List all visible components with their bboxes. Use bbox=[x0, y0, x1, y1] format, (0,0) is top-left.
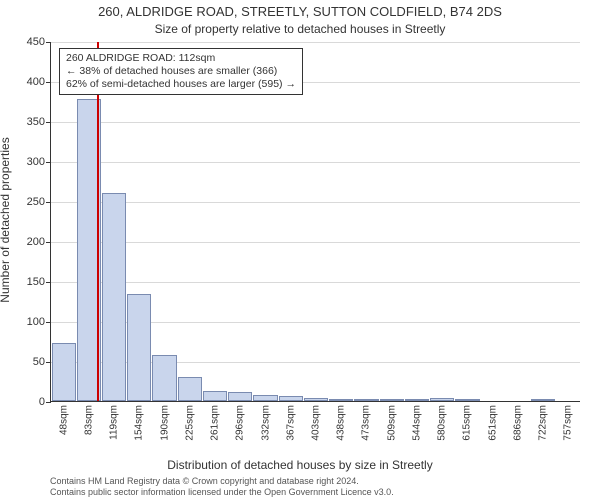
ytick-label: 400 bbox=[27, 76, 45, 88]
histogram-bar bbox=[52, 343, 76, 401]
ytick-label: 150 bbox=[27, 276, 45, 288]
gridline bbox=[51, 122, 580, 123]
xtick-label: 83sqm bbox=[83, 405, 94, 435]
gridline bbox=[51, 202, 580, 203]
xtick-label: 473sqm bbox=[361, 405, 372, 441]
ytick-mark bbox=[46, 282, 51, 283]
x-axis-label: Distribution of detached houses by size … bbox=[0, 458, 600, 472]
ytick-mark bbox=[46, 122, 51, 123]
histogram-bar bbox=[354, 399, 378, 401]
annotation-box: 260 ALDRIDGE ROAD: 112sqm← 38% of detach… bbox=[59, 48, 303, 95]
xtick-label: 296sqm bbox=[235, 405, 246, 441]
xtick-label: 225sqm bbox=[184, 405, 195, 441]
ytick-mark bbox=[46, 202, 51, 203]
xtick-label: 757sqm bbox=[563, 405, 574, 441]
histogram-bar bbox=[102, 193, 126, 401]
xtick-label: 119sqm bbox=[109, 405, 120, 440]
ytick-label: 300 bbox=[27, 156, 45, 168]
xtick-label: 509sqm bbox=[386, 405, 397, 441]
ytick-label: 50 bbox=[33, 356, 45, 368]
footer-line-2: Contains public sector information licen… bbox=[50, 487, 600, 498]
histogram-bar bbox=[253, 395, 277, 401]
footer-line-1: Contains HM Land Registry data © Crown c… bbox=[50, 476, 600, 487]
histogram-bar bbox=[380, 399, 404, 401]
histogram-bar bbox=[430, 398, 454, 401]
ytick-label: 100 bbox=[27, 316, 45, 328]
ytick-mark bbox=[46, 242, 51, 243]
xtick-label: 722sqm bbox=[538, 405, 549, 441]
ytick-label: 200 bbox=[27, 236, 45, 248]
gridline bbox=[51, 242, 580, 243]
histogram-bar bbox=[127, 294, 151, 401]
histogram-chart: 260, ALDRIDGE ROAD, STREETLY, SUTTON COL… bbox=[0, 0, 600, 500]
histogram-bar bbox=[228, 392, 252, 401]
ytick-mark bbox=[46, 82, 51, 83]
gridline bbox=[51, 42, 580, 43]
xtick-label: 580sqm bbox=[437, 405, 448, 441]
annotation-line-2: ← 38% of detached houses are smaller (36… bbox=[66, 65, 296, 78]
ytick-mark bbox=[46, 402, 51, 403]
gridline bbox=[51, 162, 580, 163]
histogram-bar bbox=[531, 399, 555, 401]
histogram-bar bbox=[329, 399, 353, 401]
annotation-line-3: 62% of semi-detached houses are larger (… bbox=[66, 78, 296, 91]
footer-attribution: Contains HM Land Registry data © Crown c… bbox=[0, 476, 600, 498]
xtick-label: 154sqm bbox=[134, 405, 145, 441]
y-axis-label: Number of detached properties bbox=[0, 55, 12, 220]
xtick-label: 438sqm bbox=[336, 405, 347, 441]
chart-title-main: 260, ALDRIDGE ROAD, STREETLY, SUTTON COL… bbox=[0, 4, 600, 19]
ytick-mark bbox=[46, 362, 51, 363]
xtick-label: 651sqm bbox=[487, 405, 498, 441]
histogram-bar bbox=[203, 391, 227, 401]
ytick-mark bbox=[46, 162, 51, 163]
histogram-bar bbox=[405, 399, 429, 401]
ytick-label: 250 bbox=[27, 196, 45, 208]
ytick-mark bbox=[46, 42, 51, 43]
histogram-bar bbox=[455, 399, 479, 401]
gridline bbox=[51, 282, 580, 283]
xtick-label: 48sqm bbox=[58, 405, 69, 435]
histogram-bar bbox=[178, 377, 202, 401]
xtick-label: 190sqm bbox=[159, 405, 170, 441]
xtick-label: 544sqm bbox=[411, 405, 422, 441]
xtick-label: 403sqm bbox=[311, 405, 322, 441]
histogram-bar bbox=[152, 355, 176, 401]
ytick-label: 350 bbox=[27, 116, 45, 128]
xtick-label: 332sqm bbox=[260, 405, 271, 441]
xtick-label: 367sqm bbox=[285, 405, 296, 441]
histogram-bar bbox=[304, 398, 328, 401]
ytick-label: 450 bbox=[27, 36, 45, 48]
xtick-label: 261sqm bbox=[210, 405, 221, 441]
histogram-bar bbox=[279, 396, 303, 401]
xtick-label: 686sqm bbox=[512, 405, 523, 441]
plot-area: 05010015020025030035040045048sqm83sqm119… bbox=[50, 42, 580, 402]
chart-title-sub: Size of property relative to detached ho… bbox=[0, 22, 600, 36]
property-marker-line bbox=[97, 42, 99, 401]
annotation-line-1: 260 ALDRIDGE ROAD: 112sqm bbox=[66, 52, 296, 65]
ytick-mark bbox=[46, 322, 51, 323]
xtick-label: 615sqm bbox=[462, 405, 473, 441]
ytick-label: 0 bbox=[39, 396, 45, 408]
